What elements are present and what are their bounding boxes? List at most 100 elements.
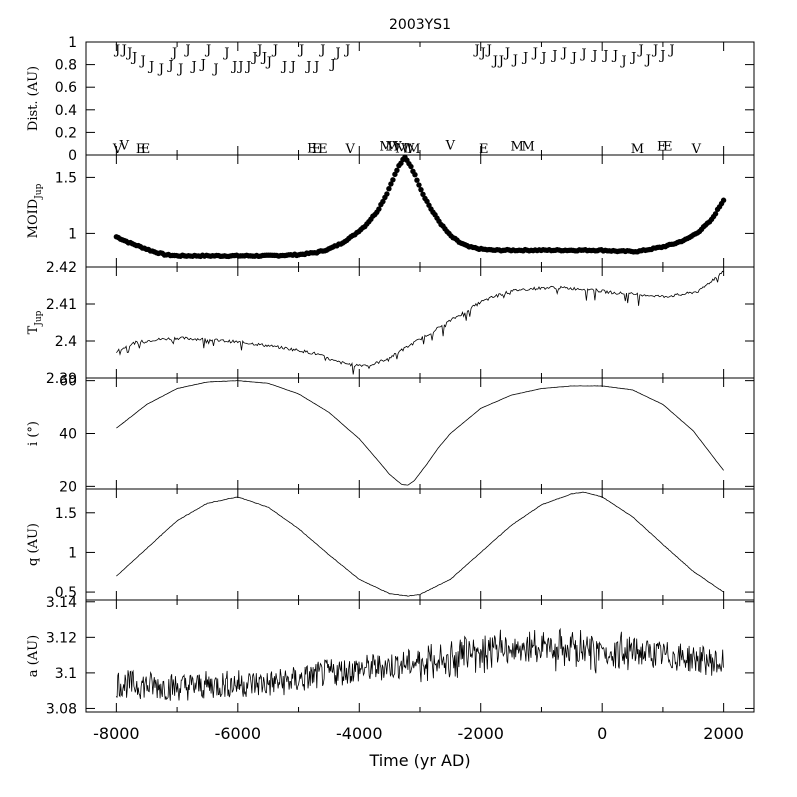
jupiter-encounter-marker: J <box>644 53 651 68</box>
series-line-peri <box>116 491 724 597</box>
encounter-marker: M <box>379 139 392 154</box>
moid-point <box>380 198 386 205</box>
y-tick-label: 0.2 <box>55 125 77 141</box>
jupiter-encounter-marker: J <box>667 43 674 58</box>
moid-point <box>394 167 400 173</box>
jupiter-encounter-marker: J <box>304 60 311 75</box>
encounter-marker: V <box>691 142 702 157</box>
jupiter-encounter-marker: J <box>318 43 325 58</box>
encounter-marker: E <box>318 142 328 157</box>
y-tick-label: 20 <box>59 479 77 495</box>
jupiter-encounter-marker: J <box>236 60 243 75</box>
jupiter-encounter-marker: J <box>189 60 196 75</box>
jupiter-encounter-marker: J <box>280 60 287 75</box>
y-tick-label: 1.5 <box>55 170 77 186</box>
moid-point <box>386 185 392 192</box>
y-tick-label: 3.1 <box>55 666 77 682</box>
encounter-marker: E <box>312 142 322 157</box>
panel-incl: 20 40 60 i (°) <box>26 374 755 495</box>
panel-semi: 3.08 3.1 3.12 3.14 a (AU) <box>26 595 755 717</box>
jupiter-encounter-marker: J <box>199 57 206 72</box>
jupiter-encounter-marker: J <box>485 43 492 58</box>
encounter-marker: V <box>344 142 355 157</box>
jupiter-encounter-marker: J <box>211 62 218 77</box>
encounter-marker: E <box>307 142 317 157</box>
jupiter-encounter-marker: J <box>120 43 127 58</box>
y-tick-label: 0.8 <box>55 58 77 74</box>
jupiter-encounter-marker: J <box>503 46 510 61</box>
y-axis-label-main: a (AU) <box>26 635 41 677</box>
y-tick-label: 2.39 <box>46 371 77 387</box>
encounter-marker: M <box>385 139 398 154</box>
y-axis-label-tjup: TJup <box>26 310 44 334</box>
jupiter-encounter-marker: J <box>157 62 164 77</box>
encounter-marker: M <box>631 142 644 157</box>
y-tick-label: 0.6 <box>55 80 77 96</box>
chart-title: 2003YS1 <box>389 17 451 33</box>
jupiter-encounter-marker: J <box>570 51 577 66</box>
y-axis-label-main: Dist. (AU) <box>26 66 41 131</box>
panel-frame <box>85 488 755 601</box>
series-line-tjup <box>116 270 724 375</box>
y-tick-label: 1 <box>68 545 77 561</box>
jupiter-encounter-marker: J <box>590 48 597 63</box>
y-axis-label-sub: Jup <box>34 310 44 326</box>
moid-point <box>418 186 424 193</box>
encounter-marker: V <box>391 139 402 154</box>
encounter-marker: M <box>511 139 524 154</box>
moid-point <box>388 181 394 187</box>
y-tick-label: 60 <box>59 374 77 390</box>
jupiter-encounter-marker: J <box>297 43 304 58</box>
jupiter-encounter-marker: J <box>479 46 486 61</box>
jupiter-encounter-marker: J <box>651 43 658 58</box>
jupiter-encounter-marker: J <box>312 60 319 75</box>
y-axis-label-peri: q (AU) <box>26 523 41 566</box>
y-tick-label: 0.4 <box>55 103 77 119</box>
x-tick-label: 2000 <box>703 724 744 743</box>
y-tick-label: 2.41 <box>46 297 77 313</box>
panel-moid: 1 1.5 MOIDJup <box>26 154 755 268</box>
encounter-marker: E <box>141 142 151 157</box>
moid-point <box>384 191 390 197</box>
x-axis-label: Time (yr AD) <box>368 751 470 770</box>
jupiter-encounter-marker: J <box>521 51 528 66</box>
y-axis-label-sub: Jup <box>34 183 44 199</box>
y-tick-label: 3.12 <box>46 630 77 646</box>
jupiter-encounter-marker: J <box>343 43 350 58</box>
y-axis-label-main: q (AU) <box>26 523 41 566</box>
y-tick-label: 2.42 <box>46 260 77 276</box>
jupiter-encounter-marker: J <box>138 54 145 69</box>
jupiter-encounter-marker: J <box>113 43 120 58</box>
series-line-incl <box>116 380 724 486</box>
y-tick-label: 40 <box>59 427 77 443</box>
jupiter-encounter-marker: J <box>329 57 336 72</box>
encounter-marker: E <box>479 142 489 157</box>
y-axis-label-dist: Dist. (AU) <box>26 66 41 131</box>
panel-frame <box>85 266 755 379</box>
encounter-marker: E <box>136 142 146 157</box>
y-tick-label: 1 <box>68 35 77 51</box>
y-tick-label: 3.08 <box>46 701 77 717</box>
series-line-semi <box>116 627 724 701</box>
encounter-marker: M <box>521 139 534 154</box>
moid-point <box>392 171 398 178</box>
x-tick-label: -6000 <box>215 724 262 743</box>
panel-frame <box>85 41 755 156</box>
jupiter-encounter-marker: J <box>629 51 636 66</box>
jupiter-encounter-marker: J <box>619 54 626 69</box>
encounter-marker: E <box>657 139 667 154</box>
jupiter-encounter-marker: J <box>204 43 211 58</box>
moid-point <box>420 191 426 198</box>
jupiter-encounter-marker: J <box>244 60 251 75</box>
jupiter-encounter-marker: J <box>260 51 267 66</box>
moid-point <box>412 171 418 178</box>
jupiter-encounter-marker: J <box>333 46 340 61</box>
jupiter-encounter-marker: J <box>658 48 665 63</box>
x-tick-label: -2000 <box>457 724 504 743</box>
jupiter-encounter-marker: J <box>601 48 608 63</box>
jupiter-encounter-marker: J <box>222 46 229 61</box>
y-axis-label-main: MOID <box>26 199 41 239</box>
